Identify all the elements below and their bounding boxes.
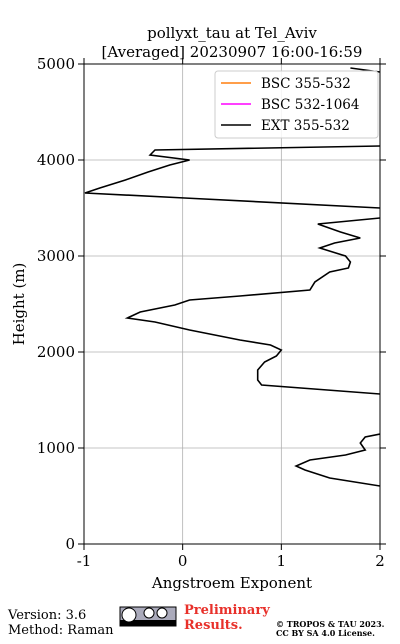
y-tick-label: 0: [65, 535, 75, 553]
y-tick-label: 1000: [37, 439, 75, 457]
version: Version: 3.6: [7, 608, 86, 623]
cc-logo: [119, 606, 177, 627]
chart-title: pollyxt_tau at Tel_Aviv: [147, 24, 317, 42]
y-tick-label: 5000: [37, 55, 75, 73]
license: © TROPOS & TAU 2023.: [276, 619, 385, 629]
method: Method: Raman: [8, 623, 114, 638]
license: CC BY SA 4.0 License.: [276, 628, 375, 638]
x-tick-label: -1: [77, 552, 92, 570]
y-tick-label: 2000: [37, 343, 75, 361]
x-axis-label: Angstroem Exponent: [151, 574, 312, 592]
legend-box: [214, 70, 379, 139]
y-tick-label: 3000: [37, 247, 75, 265]
y-tick-label: 4000: [37, 151, 75, 169]
preliminary: Preliminary: [184, 603, 270, 618]
chart-title: [Averaged] 20230907 16:00-16:59: [102, 43, 363, 61]
legend-label: EXT 355-532: [261, 118, 350, 134]
data-line: [84, 67, 380, 487]
plot-frame: [83, 63, 381, 545]
x-tick-label: 0: [178, 552, 188, 570]
x-tick-label: 2: [375, 552, 385, 570]
preliminary: Results.: [184, 618, 243, 633]
legend-label: BSC 355-532: [261, 76, 351, 92]
y-axis-label: Height (m): [10, 263, 28, 346]
legend-label: BSC 532-1064: [261, 97, 359, 113]
x-tick-label: 1: [277, 552, 287, 570]
